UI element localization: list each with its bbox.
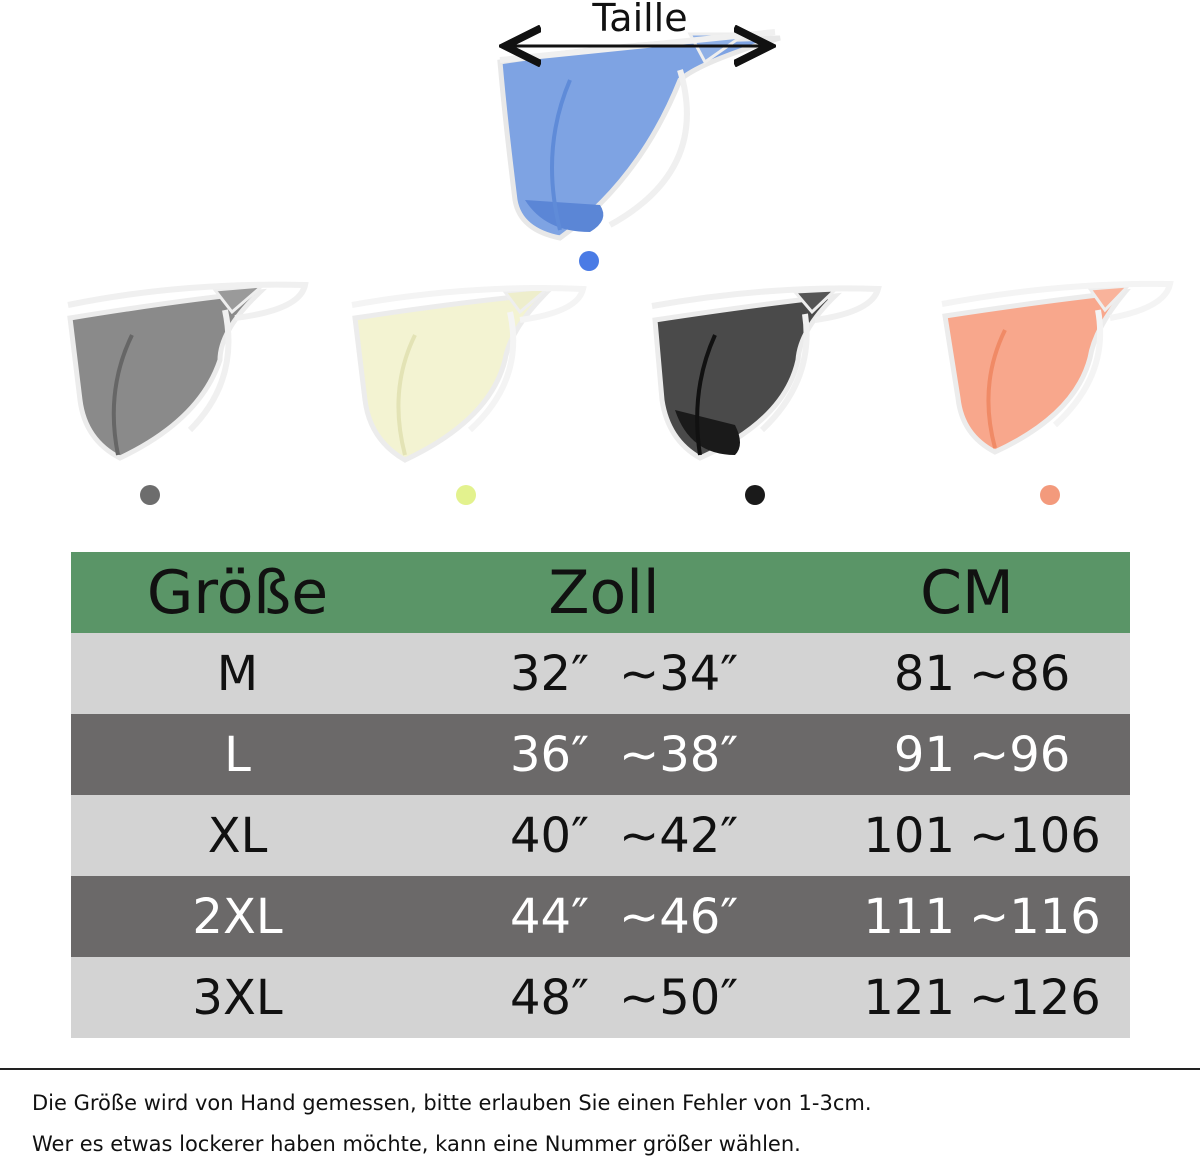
cm-cell: 81 ~86 (804, 633, 1130, 714)
inch-to: ~46″ (619, 888, 739, 945)
thong-orange-icon (941, 280, 1174, 455)
inch-from: 32″ (509, 645, 589, 702)
table-header-row: Größe Zoll CM (71, 552, 1130, 633)
thong-yellow-icon (351, 285, 587, 463)
cm-to: ~86 (969, 645, 1071, 702)
divider-line (0, 1068, 1200, 1070)
cm-cell: 121 ~126 (804, 957, 1130, 1038)
measurement-note: Die Größe wird von Hand gemessen, bitte … (32, 1091, 872, 1115)
inch-cell: 44″ ~46″ (404, 876, 804, 957)
inch-from: 44″ (509, 888, 589, 945)
sizing-tip-note: Wer es etwas lockerer haben möchte, kann… (32, 1132, 801, 1156)
table-row: L 36″ ~38″ 91 ~96 (71, 714, 1130, 795)
size-cell: 2XL (192, 888, 283, 945)
color-dot-black[interactable] (745, 485, 765, 505)
cm-cell: 111 ~116 (804, 876, 1130, 957)
inch-cell: 36″ ~38″ (404, 714, 804, 795)
color-dot-yellow[interactable] (456, 485, 476, 505)
header-size: Größe (146, 557, 329, 628)
product-gallery: Taille (0, 0, 1200, 530)
product-illustrations (67, 0, 1174, 463)
table-row: 2XL 44″ ~46″ 111 ~116 (71, 876, 1130, 957)
inch-cell: 32″ ~34″ (404, 633, 804, 714)
header-inch: Zoll (548, 557, 660, 628)
color-dot-orange[interactable] (1040, 485, 1060, 505)
waist-label: Taille (592, 0, 688, 40)
cm-from: 121 (863, 969, 955, 1026)
cm-to: ~116 (969, 888, 1101, 945)
cm-cell: 101 ~106 (804, 795, 1130, 876)
table-row: M 32″ ~34″ 81 ~86 (71, 633, 1130, 714)
cm-to: ~96 (969, 726, 1071, 783)
inch-to: ~34″ (619, 645, 739, 702)
cm-to: ~126 (969, 969, 1101, 1026)
size-cell: 3XL (192, 969, 283, 1026)
inch-to: ~50″ (619, 969, 739, 1026)
inch-cell: 40″ ~42″ (404, 795, 804, 876)
cm-from: 91 (893, 726, 955, 783)
inch-from: 48″ (509, 969, 589, 1026)
cm-from: 111 (863, 888, 955, 945)
thong-blue-icon (497, 29, 781, 241)
size-cell: XL (207, 807, 268, 864)
table-row: 3XL 48″ ~50″ 121 ~126 (71, 957, 1130, 1038)
table-row: XL 40″ ~42″ 101 ~106 (71, 795, 1130, 876)
inch-to: ~38″ (619, 726, 739, 783)
thong-black-icon (651, 285, 882, 461)
thong-grey-icon (67, 281, 309, 461)
inch-from: 36″ (509, 726, 589, 783)
inch-cell: 48″ ~50″ (404, 957, 804, 1038)
color-dot-grey[interactable] (140, 485, 160, 505)
size-cell: L (224, 726, 251, 783)
color-dot-blue[interactable] (579, 251, 599, 271)
inch-to: ~42″ (619, 807, 739, 864)
size-cell: M (216, 645, 259, 702)
cm-to: ~106 (969, 807, 1101, 864)
cm-from: 81 (893, 645, 955, 702)
cm-cell: 91 ~96 (804, 714, 1130, 795)
inch-from: 40″ (509, 807, 589, 864)
header-cm: CM (920, 557, 1014, 628)
cm-from: 101 (863, 807, 955, 864)
size-table: Größe Zoll CM M 32″ ~34″ 81 ~86 L 36″ ~38″ … (71, 552, 1130, 1038)
